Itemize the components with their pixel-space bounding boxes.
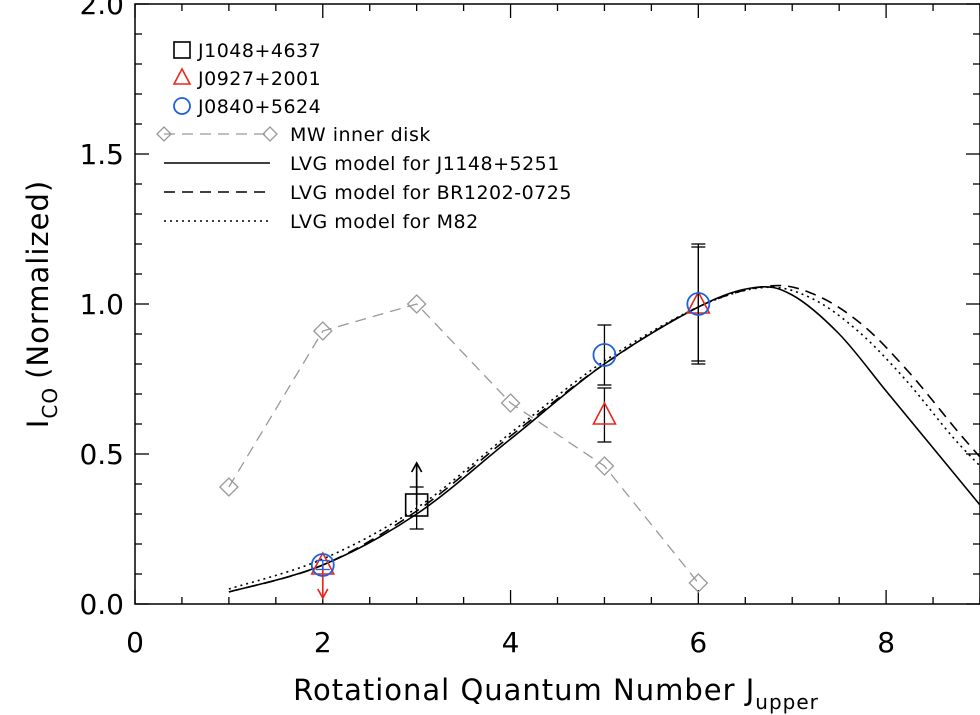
data-point-mw-inner-disk	[312, 321, 333, 341]
legend-label-lvg-model-for-br1202-0725: LVG model for BR1202-0725	[290, 182, 572, 204]
legend: J1048+4637 J0927+2001 J0840+5624 MW inner d…	[156, 40, 572, 233]
data-point-j0840-5624	[686, 292, 711, 316]
data-point-j0840-5624	[592, 343, 617, 367]
legend-item-j1048-4637: J1048+4637	[173, 40, 321, 62]
x-axis-title: Rotational Quantum Number Jupper	[293, 673, 819, 714]
data-point-mw-inner-disk	[218, 477, 239, 497]
legend-item-j0927-2001: J0927+2001	[172, 67, 321, 90]
data-point-j0840-5624	[310, 553, 335, 577]
legend-symbol-mw-inner-disk	[156, 126, 172, 142]
y-tick-label: 2.0	[79, 0, 124, 21]
x-axis-title-subscript: upper	[755, 690, 819, 714]
y-tick-label: 0.5	[79, 438, 124, 471]
axis-tick-labels: 0 2 4 6 8 0.0 0.5 1.0 1.5 2.0	[79, 0, 895, 659]
legend-label-j1048-4637: J1048+4637	[197, 40, 321, 62]
legend-label-j0840-5624: J0840+5624	[197, 96, 321, 118]
legend-symbol-mw-inner-disk	[262, 126, 278, 142]
data-point-mw-inner-disk	[500, 393, 521, 413]
data-point-mw-inner-disk	[594, 456, 615, 476]
legend-symbol-j0840-5624	[173, 97, 191, 115]
y-axis-title: ICO(Normalized)	[21, 180, 62, 428]
y-tick-label: 1.5	[79, 138, 124, 171]
legend-label-mw-inner-disk: MW inner disk	[290, 124, 431, 146]
data-point-mw-inner-disk	[406, 294, 427, 314]
upper-limit-arrow-j0927-2001-head	[317, 588, 329, 600]
series-line-mw-inner-disk	[228, 303, 699, 584]
x-tick-label: 0	[126, 626, 144, 659]
x-tick-label: 8	[877, 626, 895, 659]
data-point-j1048-4637	[404, 493, 429, 517]
legend-item-mw-inner-disk: MW inner disk	[156, 124, 431, 146]
legend-item-lvg-model-for-br1202-0725: LVG model for BR1202-0725	[164, 182, 572, 204]
x-tick-label: 4	[502, 626, 520, 659]
legend-item-lvg-model-for-m82: LVG model for M82	[164, 211, 479, 233]
legend-symbol-j1048-4637	[173, 41, 191, 59]
y-axis-title-suffix: (Normalized)	[21, 180, 55, 379]
series-line-lvg-model-for-br1202-0725	[228, 284, 980, 593]
legend-item-j0840-5624: J0840+5624	[173, 96, 321, 118]
data-point-j0927-2001	[310, 551, 336, 575]
x-tick-label: 6	[689, 626, 707, 659]
legend-symbol-j0927-2001	[172, 67, 192, 85]
data-point-mw-inner-disk	[688, 573, 709, 593]
data-point-j0927-2001	[592, 401, 617, 425]
plot-frame	[134, 3, 980, 605]
legend-label-j0927-2001: J0927+2001	[197, 68, 321, 90]
legend-label-lvg-model-for-m82: LVG model for M82	[290, 211, 479, 233]
lower-limit-arrow-j1048-4637-head	[410, 461, 423, 473]
y-tick-label: 1.0	[79, 288, 124, 321]
y-axis-title-subscript: CO	[38, 387, 62, 419]
series-markers	[218, 243, 711, 600]
axis-ticks	[134, 3, 980, 605]
legend-label-lvg-model-for-j1148-5251: LVG model for J1148+5251	[290, 153, 560, 175]
y-tick-label: 0.0	[79, 588, 124, 621]
legend-item-lvg-model-for-j1148-5251: LVG model for J1148+5251	[164, 153, 560, 175]
x-tick-label: 2	[314, 626, 332, 659]
